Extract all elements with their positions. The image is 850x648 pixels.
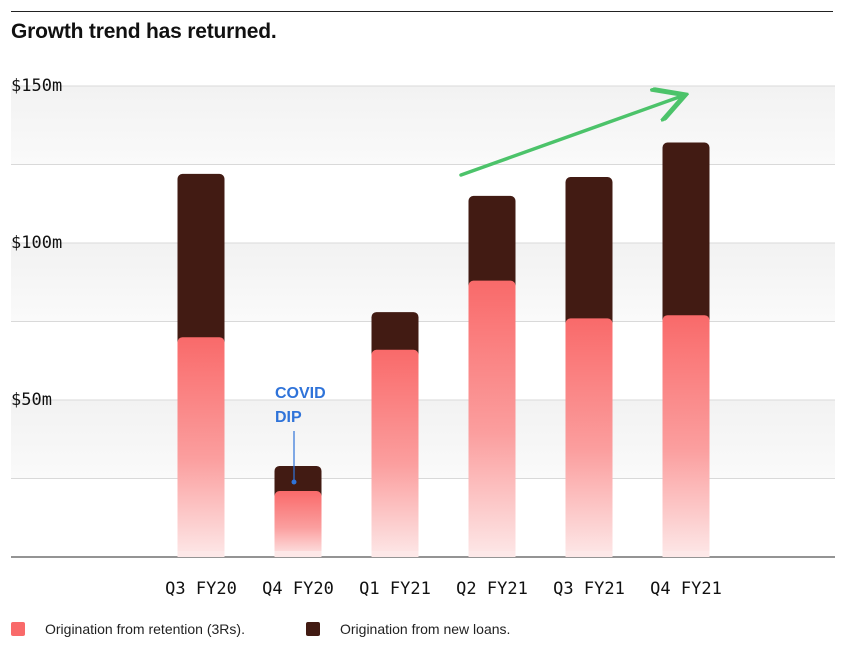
bar-retention-base (468, 551, 516, 557)
legend-item-new-loans: Origination from new loans. (306, 621, 510, 637)
bar-retention-base (662, 551, 710, 557)
y-tick-label: $50m (11, 390, 52, 410)
y-tick-label: $150m (11, 76, 62, 96)
x-tick-label: Q2 FY21 (456, 579, 528, 599)
trend-arrow (459, 96, 682, 177)
legend-label-new-loans: Origination from new loans. (340, 621, 511, 637)
bar-retention (274, 491, 322, 557)
legend-swatch-retention (11, 622, 25, 636)
bar-retention (177, 337, 225, 557)
legend-item-retention: Origination from retention (3Rs). (11, 621, 245, 637)
x-tick-label: Q3 FY20 (165, 579, 237, 599)
bar-retention (662, 315, 710, 557)
chart-title: Growth trend has returned. (11, 20, 277, 43)
bar-retention-base (177, 551, 225, 557)
annotation-label: DIP (275, 409, 302, 426)
bar-retention (565, 318, 613, 557)
bar-retention-base (565, 551, 613, 557)
y-tick-label: $100m (11, 233, 62, 253)
annotation-pointer-dot (291, 479, 297, 485)
grid-band (11, 243, 835, 322)
bar-retention-base (371, 551, 419, 557)
x-tick-label: Q4 FY21 (650, 579, 722, 599)
grid-band (11, 86, 835, 165)
legend-label-retention: Origination from retention (3Rs). (45, 621, 245, 637)
annotation-label: COVID (275, 385, 326, 402)
x-tick-label: Q3 FY21 (553, 579, 625, 599)
top-rule (11, 11, 833, 12)
legend-swatch-new-loans (306, 622, 320, 636)
x-tick-label: Q4 FY20 (262, 579, 334, 599)
bar-retention-base (274, 551, 322, 557)
bar-retention (468, 280, 516, 557)
x-tick-label: Q1 FY21 (359, 579, 431, 599)
grid-band (11, 400, 835, 479)
bar-retention (371, 349, 419, 557)
stacked-bar-chart: $50m $100m $150m Q3 FY20 Q4 FY20 Q1 FY21 Q2 F… (11, 76, 835, 599)
